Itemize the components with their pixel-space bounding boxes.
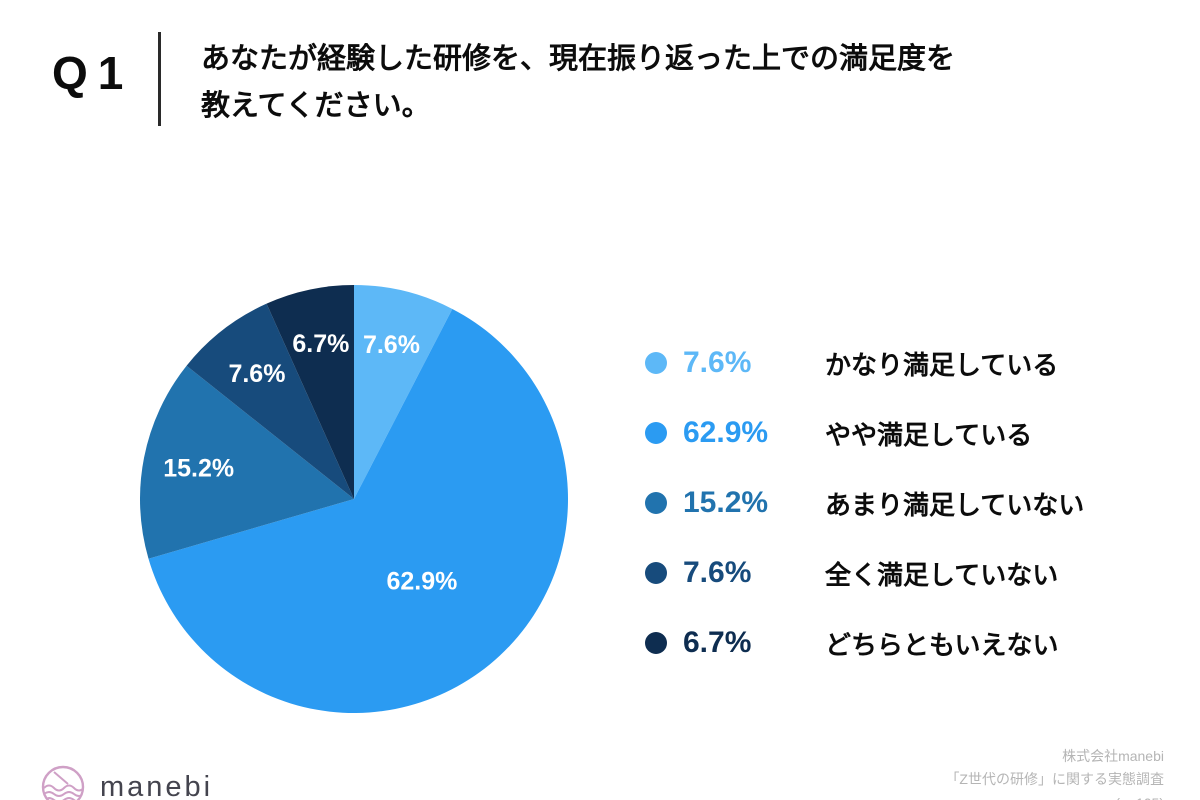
legend-item: 6.7% どちらともいえない	[645, 608, 1084, 678]
legend-item: 62.9% やや満足している	[645, 398, 1084, 468]
legend-percent: 7.6%	[683, 556, 752, 589]
question-header: Q1 あなたが経験した研修を、現在振り返った上での満足度を 教えてください。	[52, 32, 1200, 130]
pie-slice-label: 7.6%	[363, 331, 420, 359]
legend-label: やや満足している	[825, 419, 1033, 450]
question-number: Q1	[52, 47, 134, 99]
pie-slice-2	[140, 365, 354, 559]
pie-slice-label: 6.7%	[292, 330, 349, 358]
header-divider	[158, 32, 161, 126]
pie-slice-label: 7.6%	[228, 360, 285, 388]
legend-percent: 15.2%	[683, 486, 769, 519]
pie-slice-1	[148, 308, 569, 713]
pie-slice-label: 62.9%	[386, 568, 457, 596]
pie-slice-4	[266, 285, 354, 499]
legend-item: 7.6% 全く満足していない	[645, 538, 1084, 608]
chart-legend: 7.6% かなり満足している 62.9% やや満足している 15.2% あまり満足していな…	[645, 328, 1084, 678]
legend-percent: 6.7%	[683, 626, 752, 659]
survey-source: 株式会社manebi 「Z世代の研修」に関する実態調査 (n=105)	[945, 745, 1164, 800]
legend-percent: 62.9%	[683, 416, 769, 449]
manebi-logo: manebi	[40, 764, 213, 800]
legend-label: 全く満足していない	[825, 559, 1059, 590]
question-title: あなたが経験した研修を、現在振り返った上での満足度を 教えてください。	[201, 32, 955, 130]
source-survey-name: 「Z世代の研修」に関する実態調査	[945, 771, 1164, 788]
legend-color-dot	[645, 422, 667, 444]
question-title-line2: 教えてください。	[201, 89, 431, 122]
pie-chart: 7.6% 62.9% 15.2% 7.6% 6.7%	[140, 285, 569, 713]
source-sample-size: (n=105)	[945, 792, 1164, 800]
source-company: 株式会社manebi	[1062, 747, 1164, 764]
question-title-line1: あなたが経験した研修を、現在振り返った上での満足度を	[201, 43, 956, 75]
manebi-logo-icon	[41, 765, 85, 800]
legend-percent: 7.6%	[683, 346, 752, 379]
legend-color-dot	[645, 492, 667, 514]
legend-color-dot	[645, 562, 667, 584]
manebi-logo-text: manebi	[100, 770, 214, 800]
legend-color-dot	[645, 632, 667, 654]
pie-slice-0	[354, 285, 453, 499]
legend-label: あまり満足していない	[825, 489, 1085, 520]
legend-label: どちらともいえない	[825, 629, 1059, 660]
legend-label: かなり満足している	[825, 349, 1059, 380]
legend-item: 15.2% あまり満足していない	[645, 468, 1084, 538]
pie-slice-label: 15.2%	[163, 454, 234, 482]
pie-slice-3	[186, 303, 354, 499]
legend-item: 7.6% かなり満足している	[645, 328, 1084, 398]
pie-chart-svg: 7.6%62.9%15.2%7.6%6.7%	[140, 285, 569, 713]
legend-color-dot	[645, 352, 667, 374]
